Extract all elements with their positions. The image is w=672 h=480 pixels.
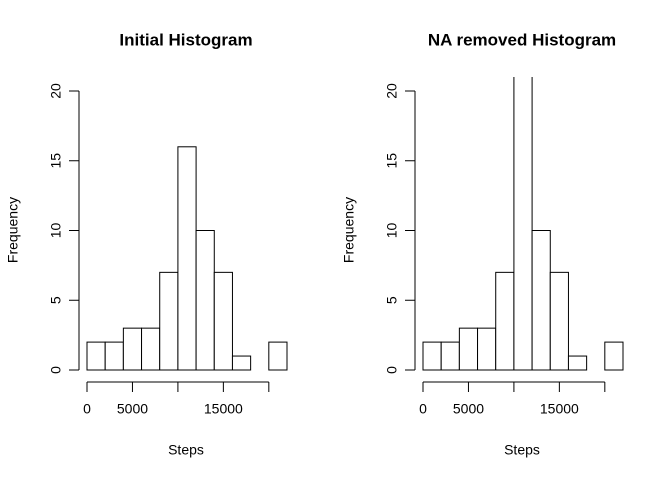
x-tick-label: 0 — [419, 401, 427, 417]
bar — [495, 271, 515, 371]
x-tick-label: 5000 — [453, 401, 484, 417]
y-tick-label: 0 — [384, 366, 400, 374]
x-tick-label: 5000 — [117, 401, 148, 417]
bars — [86, 146, 288, 371]
y-tick-label: 10 — [384, 223, 400, 239]
bar — [195, 230, 215, 371]
bar — [422, 341, 442, 371]
bar — [477, 327, 497, 371]
bar — [177, 146, 197, 371]
x-tick-label: 15000 — [204, 401, 243, 417]
bar — [458, 327, 479, 371]
bar — [213, 271, 233, 371]
bar — [531, 230, 551, 371]
bar — [567, 355, 588, 371]
x-tick-label: 15000 — [540, 401, 579, 417]
y-tick-label: 0 — [48, 366, 64, 374]
y-tick-label: 10 — [48, 223, 64, 239]
bars — [422, 77, 624, 371]
y-tick-label: 20 — [48, 83, 64, 99]
bar — [122, 327, 143, 371]
bar — [231, 355, 252, 371]
y-axis-label: Frequency — [5, 197, 21, 263]
bar — [104, 341, 124, 371]
bar — [440, 341, 460, 371]
bar — [268, 341, 288, 371]
y-tick-label: 5 — [48, 296, 64, 304]
bar — [159, 271, 179, 371]
bar — [604, 341, 624, 371]
chart-title: NA removed Histogram — [428, 30, 616, 49]
y-tick-label: 15 — [48, 153, 64, 169]
y-tick-label: 5 — [384, 296, 400, 304]
bar — [513, 77, 533, 371]
x-axis-label: Steps — [168, 442, 204, 458]
y-tick-label: 15 — [384, 153, 400, 169]
x-axis-label: Steps — [504, 442, 540, 458]
x-tick-label: 0 — [83, 401, 91, 417]
bar — [86, 341, 106, 371]
panel: NA removed Histogram Steps Frequency 0 5000 1… — [341, 30, 624, 458]
chart-title: Initial Histogram — [119, 30, 252, 49]
y-tick-label: 20 — [384, 83, 400, 99]
bar — [549, 271, 569, 371]
panel: Initial Histogram Steps Frequency 0 5000 1500… — [5, 30, 288, 458]
y-axis-label: Frequency — [341, 197, 357, 263]
bar — [141, 327, 161, 371]
